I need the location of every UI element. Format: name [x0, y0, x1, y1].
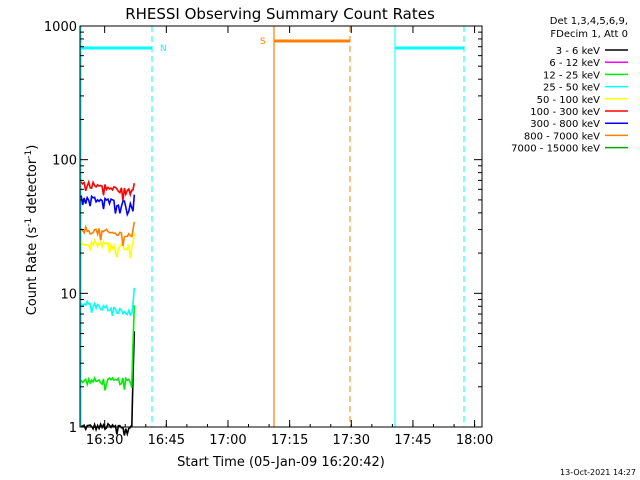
y-axis-ticks: 1 10 100 1000 — [44, 20, 482, 436]
series-3-line — [80, 305, 136, 391]
annotation-saa: S — [260, 37, 266, 47]
legend-header-line-2: FDecim 1, Att 0 — [550, 29, 628, 40]
series-4-line — [80, 287, 136, 317]
legend: Det 1,3,4,5,6,9, FDecim 1, Att 0 3 - 6 k… — [511, 16, 628, 155]
legend-label-1: 3 - 6 keV — [556, 46, 600, 57]
x-tick-label-2: 16:45 — [148, 433, 185, 448]
series-5-line — [80, 233, 136, 259]
x-tick-label-5: 17:30 — [333, 433, 370, 448]
x-tick-label-4: 17:15 — [271, 433, 308, 448]
x-tick-label-6: 17:45 — [394, 433, 431, 448]
series-6-line — [80, 179, 136, 201]
series-5 — [80, 233, 136, 259]
legend-label-4: 25 - 50 keV — [543, 83, 600, 94]
legend-header-line-1: Det 1,3,4,5,6,9, — [550, 16, 628, 27]
y-tick-label-4: 1000 — [44, 20, 77, 35]
series-4 — [80, 287, 136, 317]
x-tick-label-3: 17:00 — [209, 433, 246, 448]
legend-label-5: 50 - 100 keV — [537, 95, 601, 106]
series-6 — [80, 179, 136, 201]
y-tick-label-3: 100 — [52, 154, 77, 169]
series-7-line — [80, 194, 136, 217]
y-tick-label-2: 10 — [60, 287, 77, 302]
series-layer — [80, 179, 136, 437]
legend-label-6: 100 - 300 keV — [530, 107, 600, 118]
legend-label-3: 12 - 25 keV — [543, 70, 600, 81]
series-3 — [80, 305, 136, 391]
legend-label-2: 6 - 12 keV — [549, 58, 600, 69]
legend-label-7: 300 - 800 keV — [530, 119, 600, 130]
mode-bands — [80, 26, 465, 427]
legend-label-9: 7000 - 15000 keV — [511, 144, 600, 155]
x-tick-label-1: 16:30 — [86, 433, 123, 448]
series-1-line — [81, 331, 136, 437]
x-tick-label-7: 18:00 — [456, 433, 493, 448]
y-axis-label: Count Rate (s-1 detector-1) — [24, 145, 40, 316]
chart-title: RHESSI Observing Summary Count Rates — [125, 5, 435, 23]
series-7 — [80, 194, 136, 217]
series-1 — [81, 331, 136, 437]
x-axis-ticks: 16:30 16:45 17:00 17:15 17:30 17:45 18:00 — [83, 26, 493, 448]
footer-timestamp: 13-Oct-2021 14:27 — [560, 468, 636, 477]
annotation-night: N — [160, 44, 167, 54]
legend-label-8: 800 - 7000 keV — [524, 131, 600, 142]
plot-frame — [79, 25, 483, 428]
y-tick-label-1: 1 — [69, 421, 77, 436]
annotation-layer: NS — [160, 37, 266, 54]
series-8 — [80, 221, 136, 247]
x-axis-label: Start Time (05-Jan-09 16:20:42) — [177, 455, 385, 470]
series-8-line — [80, 221, 136, 247]
plot-area: 16:30 16:45 17:00 17:15 17:30 17:45 18:00 1101… — [44, 20, 493, 448]
